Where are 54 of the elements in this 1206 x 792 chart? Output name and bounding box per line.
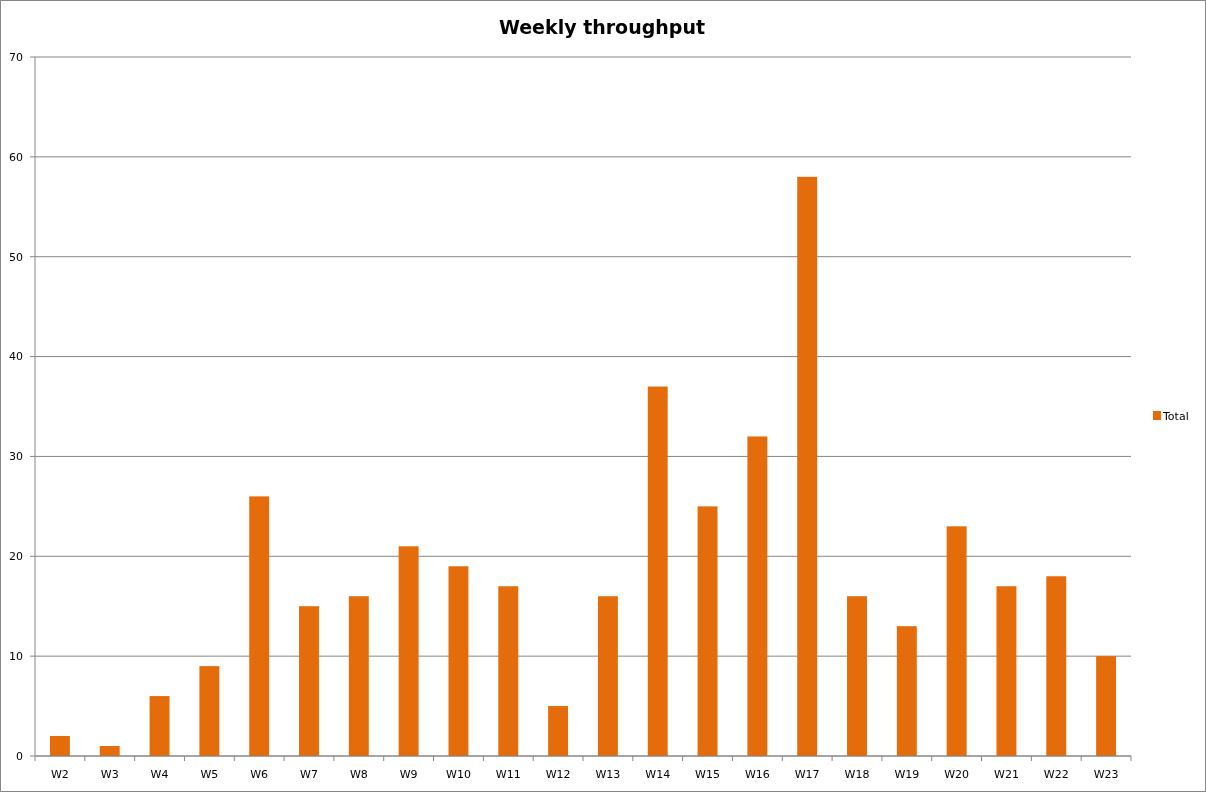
y-tick-label: 20 <box>9 550 23 564</box>
y-tick-label: 30 <box>9 450 23 464</box>
y-tick-label: 70 <box>9 50 23 64</box>
x-tick-label: W13 <box>595 767 621 781</box>
x-tick-label: W2 <box>50 767 69 781</box>
bar <box>149 696 170 756</box>
x-tick-label: W21 <box>994 767 1019 781</box>
bar <box>199 666 220 756</box>
bar <box>548 706 569 756</box>
x-tick-label: W6 <box>250 767 269 781</box>
x-tick-label: W14 <box>645 767 671 781</box>
bar <box>49 736 70 756</box>
x-tick-label: W9 <box>399 767 418 781</box>
bar <box>1046 576 1067 756</box>
x-tick-label: W22 <box>1043 767 1069 781</box>
bar <box>946 526 967 756</box>
bar <box>1096 656 1117 756</box>
bar <box>647 386 668 756</box>
bar <box>249 496 270 756</box>
bar <box>797 176 818 756</box>
y-tick-label: 10 <box>9 649 23 663</box>
bar <box>448 566 469 756</box>
x-tick-label: W4 <box>150 767 169 781</box>
x-tick-label: W19 <box>894 767 920 781</box>
x-tick-label: W5 <box>200 767 219 781</box>
x-tick-label: W3 <box>100 767 119 781</box>
x-tick-label: W23 <box>1093 767 1119 781</box>
bar <box>597 596 618 756</box>
x-tick-label: W18 <box>844 767 870 781</box>
y-tick-label: 50 <box>9 250 23 264</box>
x-tick-label: W16 <box>744 767 770 781</box>
bar <box>498 586 519 756</box>
bar <box>697 506 718 756</box>
chart-title: Weekly throughput <box>498 16 706 38</box>
legend-label: Total <box>1162 409 1189 423</box>
y-tick-label: 60 <box>9 150 23 164</box>
x-tick-label: W7 <box>300 767 318 781</box>
x-tick-label: W11 <box>495 767 521 781</box>
x-tick-label: W15 <box>695 767 720 781</box>
bar <box>99 746 120 756</box>
bar <box>299 606 319 756</box>
y-tick-label: 0 <box>16 749 23 763</box>
x-tick-label: W10 <box>446 767 471 781</box>
bar <box>348 596 369 756</box>
x-tick-label: W12 <box>545 767 571 781</box>
bar <box>996 586 1017 756</box>
x-tick-label: W8 <box>349 767 368 781</box>
bar <box>398 546 419 756</box>
bar <box>747 436 768 756</box>
x-tick-label: W17 <box>794 767 820 781</box>
x-tick-label: W20 <box>944 767 970 781</box>
bar <box>896 626 917 756</box>
y-tick-label: 40 <box>9 350 23 364</box>
bar <box>847 596 867 756</box>
